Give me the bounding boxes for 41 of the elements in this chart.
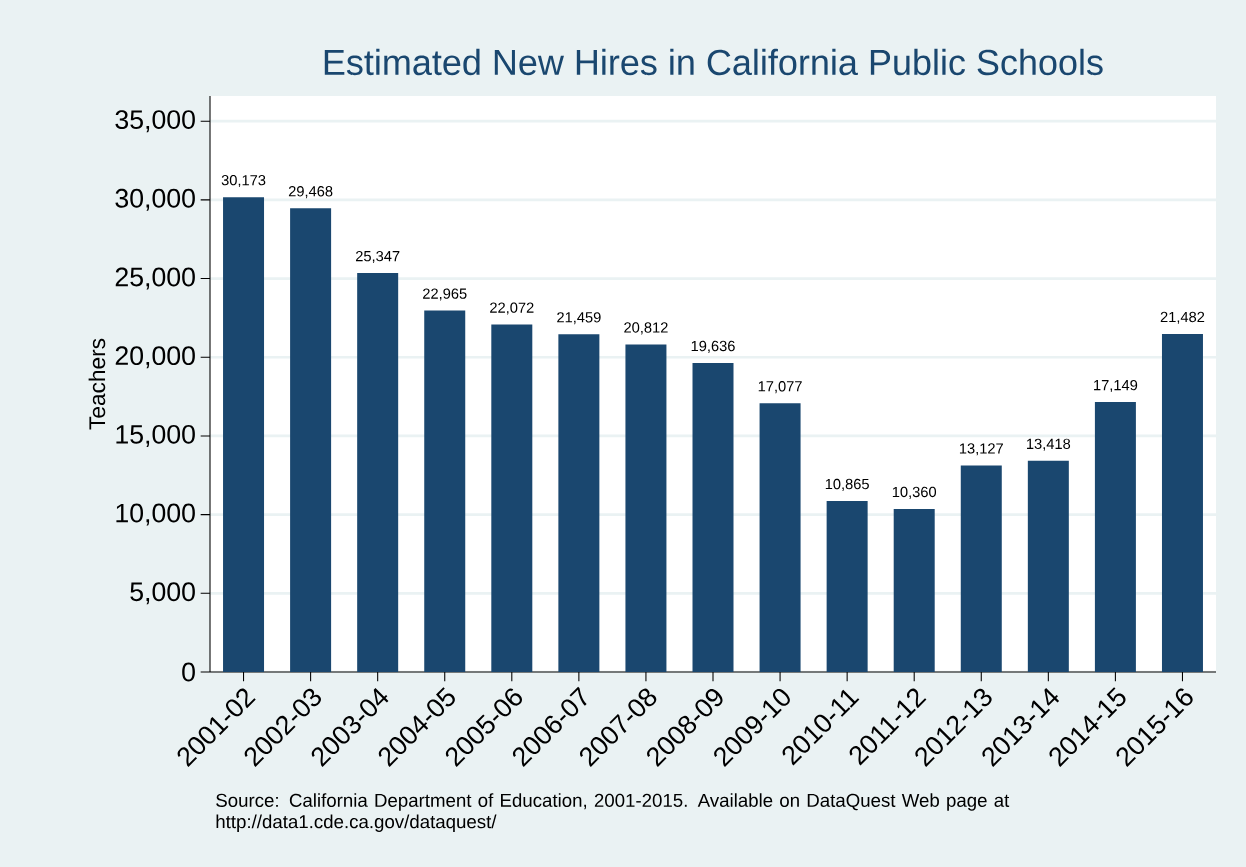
bar [759,403,801,672]
bar [692,362,734,672]
bar [625,344,667,672]
bar [290,208,332,672]
data-label: 13,127 [959,443,1003,456]
data-label: 17,077 [758,381,802,394]
data-label: 10,360 [892,486,937,499]
bar [826,501,868,672]
y-axis-title: Teachers [88,338,106,430]
bar [1094,402,1136,672]
y-tick-label: 35,000 [115,110,195,133]
data-label: 21,482 [1160,311,1205,324]
data-label: 25,347 [355,250,400,264]
bar [1027,460,1069,672]
data-label: 17,149 [1094,379,1138,393]
bar [960,465,1002,672]
bar [1161,333,1203,672]
y-tick-label: 25,000 [115,267,195,290]
y-tick-label: 30,000 [115,188,195,211]
data-label: 13,418 [1027,438,1071,451]
y-tick-label: 15,000 [116,424,195,447]
bar [223,197,265,672]
data-label: 22,072 [490,302,534,315]
y-tick-label: 5,000 [130,582,195,605]
data-label: 30,173 [221,174,266,188]
bar [357,273,399,672]
data-label: 29,468 [288,186,333,199]
data-label: 21,459 [557,312,601,325]
y-tick-label: 0 [182,662,195,682]
source-note: Source: California Department of Education, 2001-2015. Available on DataQuest Web page at http://data1.cde.ca.gov/dataquest/ [216,793,1010,832]
bar [424,310,466,672]
bar [558,334,600,672]
y-tick-label: 10,000 [116,503,195,526]
data-label: 10,865 [825,478,869,491]
chart-title: Estimated New Hires in California Public Schools [324,48,1103,76]
y-tick-label: 20,000 [115,346,195,369]
data-label: 20,812 [624,322,668,335]
data-label: 22,965 [423,288,467,301]
bar [491,324,533,672]
data-label: 19,636 [691,340,735,353]
bar [893,508,935,672]
